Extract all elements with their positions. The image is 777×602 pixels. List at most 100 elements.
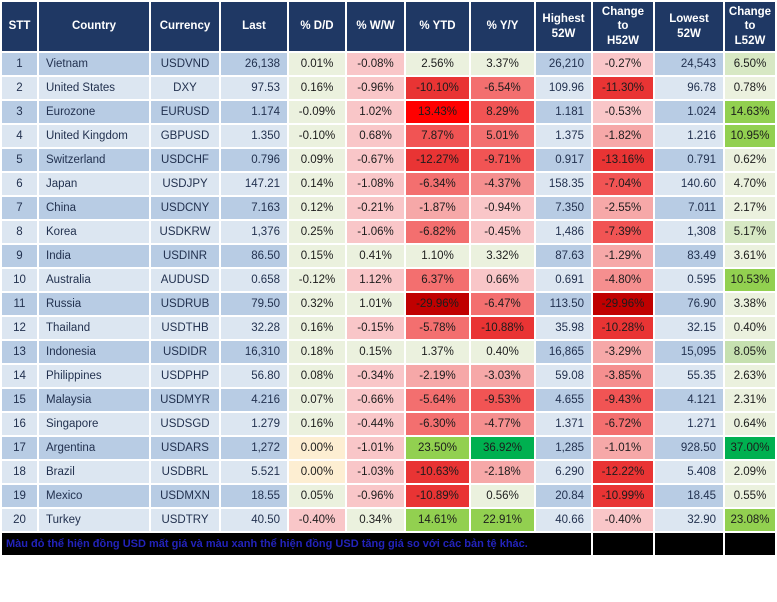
cell-yy: 36.92% xyxy=(471,437,534,459)
cell-ytd: -6.82% xyxy=(406,221,469,243)
cell-dd: 0.08% xyxy=(289,365,345,387)
cell-stt: 10 xyxy=(2,269,37,291)
cell-ww: 1.02% xyxy=(347,101,404,123)
cell-country: Japan xyxy=(39,173,149,195)
cell-chg-l52w: 0.62% xyxy=(725,149,775,171)
cell-currency: USDVND xyxy=(151,53,219,75)
cell-chg-h52w: -7.04% xyxy=(593,173,653,195)
cell-low52w: 24,543 xyxy=(655,53,723,75)
table-row: 5 Switzerland USDCHF 0.796 0.09% -0.67% -12.27… xyxy=(2,149,775,171)
cell-ytd: -12.27% xyxy=(406,149,469,171)
cell-yy: 3.32% xyxy=(471,245,534,267)
cell-high52w: 158.35 xyxy=(536,173,591,195)
cell-country: Russia xyxy=(39,293,149,315)
cell-high52w: 109.96 xyxy=(536,77,591,99)
cell-dd: 0.09% xyxy=(289,149,345,171)
cell-ytd: -10.10% xyxy=(406,77,469,99)
footer-spacer-3 xyxy=(725,533,775,555)
cell-high52w: 1.181 xyxy=(536,101,591,123)
cell-stt: 20 xyxy=(2,509,37,531)
cell-country: Switzerland xyxy=(39,149,149,171)
cell-chg-h52w: -13.16% xyxy=(593,149,653,171)
cell-ww: -0.08% xyxy=(347,53,404,75)
cell-ww: 0.15% xyxy=(347,341,404,363)
cell-low52w: 928.50 xyxy=(655,437,723,459)
cell-country: Singapore xyxy=(39,413,149,435)
cell-currency: USDINR xyxy=(151,245,219,267)
cell-low52w: 1.216 xyxy=(655,125,723,147)
cell-stt: 1 xyxy=(2,53,37,75)
cell-country: United States xyxy=(39,77,149,99)
cell-currency: USDTHB xyxy=(151,317,219,339)
table-row: 12 Thailand USDTHB 32.28 0.16% -0.15% -5.78% -1… xyxy=(2,317,775,339)
cell-ytd: -1.87% xyxy=(406,197,469,219)
cell-ww: 0.68% xyxy=(347,125,404,147)
cell-ww: -0.34% xyxy=(347,365,404,387)
cell-country: Brazil xyxy=(39,461,149,483)
cell-low52w: 1,308 xyxy=(655,221,723,243)
cell-dd: 0.12% xyxy=(289,197,345,219)
cell-ytd: 1.37% xyxy=(406,341,469,363)
cell-last: 1.279 xyxy=(221,413,287,435)
cell-country: Malaysia xyxy=(39,389,149,411)
cell-stt: 3 xyxy=(2,101,37,123)
cell-low52w: 4.121 xyxy=(655,389,723,411)
cell-chg-l52w: 2.31% xyxy=(725,389,775,411)
cell-high52w: 7.350 xyxy=(536,197,591,219)
cell-yy: -9.71% xyxy=(471,149,534,171)
cell-high52w: 1.375 xyxy=(536,125,591,147)
cell-high52w: 26,210 xyxy=(536,53,591,75)
cell-ytd: 13.43% xyxy=(406,101,469,123)
cell-stt: 2 xyxy=(2,77,37,99)
cell-last: 1.174 xyxy=(221,101,287,123)
cell-ytd: -5.64% xyxy=(406,389,469,411)
cell-chg-l52w: 3.38% xyxy=(725,293,775,315)
cell-country: Indonesia xyxy=(39,341,149,363)
cell-ww: -0.96% xyxy=(347,77,404,99)
cell-low52w: 140.60 xyxy=(655,173,723,195)
cell-yy: 0.40% xyxy=(471,341,534,363)
cell-stt: 19 xyxy=(2,485,37,507)
cell-ww: -0.66% xyxy=(347,389,404,411)
cell-last: 5.521 xyxy=(221,461,287,483)
column-header-currency: Currency xyxy=(151,2,219,51)
cell-country: Turkey xyxy=(39,509,149,531)
cell-last: 56.80 xyxy=(221,365,287,387)
cell-ww: 1.12% xyxy=(347,269,404,291)
cell-stt: 12 xyxy=(2,317,37,339)
table-row: 8 Korea USDKRW 1,376 0.25% -1.06% -6.82% -0.45%… xyxy=(2,221,775,243)
cell-stt: 5 xyxy=(2,149,37,171)
table-row: 6 Japan USDJPY 147.21 0.14% -1.08% -6.34% -4.37… xyxy=(2,173,775,195)
column-header-high52w: Highest 52W xyxy=(536,2,591,51)
cell-currency: USDIDR xyxy=(151,341,219,363)
cell-high52w: 16,865 xyxy=(536,341,591,363)
cell-ww: 1.01% xyxy=(347,293,404,315)
cell-high52w: 59.08 xyxy=(536,365,591,387)
cell-ytd: 2.56% xyxy=(406,53,469,75)
cell-last: 0.796 xyxy=(221,149,287,171)
cell-chg-h52w: -11.30% xyxy=(593,77,653,99)
cell-currency: USDJPY xyxy=(151,173,219,195)
cell-chg-l52w: 2.63% xyxy=(725,365,775,387)
fx-table-body: 1 Vietnam USDVND 26,138 0.01% -0.08% 2.56% 3.37… xyxy=(2,53,775,531)
cell-last: 7.163 xyxy=(221,197,287,219)
cell-dd: 0.25% xyxy=(289,221,345,243)
cell-chg-h52w: -10.99% xyxy=(593,485,653,507)
table-row: 19 Mexico USDMXN 18.55 0.05% -0.96% -10.89% 0.5… xyxy=(2,485,775,507)
cell-high52w: 87.63 xyxy=(536,245,591,267)
cell-stt: 15 xyxy=(2,389,37,411)
cell-chg-l52w: 10.53% xyxy=(725,269,775,291)
cell-ww: 0.34% xyxy=(347,509,404,531)
column-header-ww: % W/W xyxy=(347,2,404,51)
footer-row: Màu đỏ thể hiện đồng USD mất giá và màu … xyxy=(2,533,775,555)
cell-stt: 6 xyxy=(2,173,37,195)
column-header-ytd: % YTD xyxy=(406,2,469,51)
cell-yy: 22.91% xyxy=(471,509,534,531)
cell-yy: 3.37% xyxy=(471,53,534,75)
cell-low52w: 7.011 xyxy=(655,197,723,219)
cell-country: Mexico xyxy=(39,485,149,507)
cell-chg-h52w: -10.28% xyxy=(593,317,653,339)
cell-dd: 0.32% xyxy=(289,293,345,315)
cell-currency: GBPUSD xyxy=(151,125,219,147)
footer-note: Màu đỏ thể hiện đồng USD mất giá và màu … xyxy=(2,533,591,555)
